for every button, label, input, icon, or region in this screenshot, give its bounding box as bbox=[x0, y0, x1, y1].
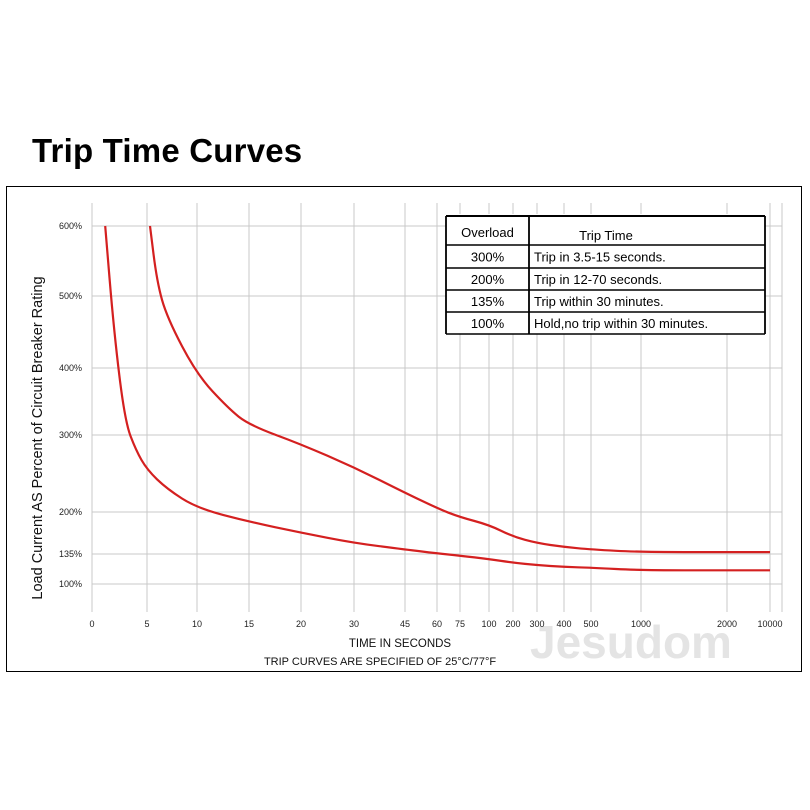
y-tick-labels: 600% 500% 400% 300% 200% 135% 100% bbox=[59, 221, 82, 589]
legend-cell-overload: 135% bbox=[471, 294, 505, 309]
x-tick-label: 60 bbox=[432, 619, 442, 629]
legend-cell-trip-time: Trip within 30 minutes. bbox=[534, 294, 664, 309]
x-tick-label: 1000 bbox=[631, 619, 651, 629]
legend-cell-overload: 100% bbox=[471, 316, 505, 331]
x-tick-label: 45 bbox=[400, 619, 410, 629]
watermark-text: Jesudom bbox=[530, 616, 732, 668]
x-tick-label: 10000 bbox=[757, 619, 782, 629]
x-tick-label: 2000 bbox=[717, 619, 737, 629]
legend-cell-overload: 200% bbox=[471, 272, 505, 287]
legend-cell-trip-time: Hold,no trip within 30 minutes. bbox=[534, 316, 708, 331]
x-tick-label: 0 bbox=[89, 619, 94, 629]
x-tick-label: 75 bbox=[455, 619, 465, 629]
x-tick-label: 100 bbox=[481, 619, 496, 629]
page-title: Trip Time Curves bbox=[32, 132, 303, 169]
x-tick-label: 15 bbox=[244, 619, 254, 629]
x-tick-label: 10 bbox=[192, 619, 202, 629]
x-tick-label: 200 bbox=[505, 619, 520, 629]
x-tick-labels: 0 5 10 15 20 30 45 60 75 100 200 300 400 500 1000 2000 1… bbox=[89, 619, 782, 629]
y-tick-label: 135% bbox=[59, 549, 82, 559]
chart-frame bbox=[6, 186, 802, 672]
legend-cell-trip-time: Trip in 3.5-15 seconds. bbox=[534, 250, 666, 265]
legend-cell-overload: 300% bbox=[471, 250, 505, 265]
legend-table-background bbox=[446, 214, 765, 334]
legend-cell-trip-time: Trip in 12-70 seconds. bbox=[534, 272, 662, 287]
trip-curve-line-1 bbox=[104, 225, 770, 572]
trip-curves bbox=[104, 225, 770, 572]
x-tick-label: 20 bbox=[296, 619, 306, 629]
x-tick-label: 500 bbox=[583, 619, 598, 629]
x-tick-label: 400 bbox=[556, 619, 571, 629]
trip-curve-line-2 bbox=[148, 225, 770, 554]
y-tick-label: 100% bbox=[59, 579, 82, 589]
y-tick-label: 200% bbox=[59, 507, 82, 517]
y-tick-label: 600% bbox=[59, 221, 82, 231]
y-tick-label: 300% bbox=[59, 430, 82, 440]
legend-header-trip-time: Trip Time bbox=[579, 228, 633, 243]
y-tick-label: 400% bbox=[59, 363, 82, 373]
x-axis-label: TIME IN SECONDS bbox=[349, 638, 452, 650]
x-tick-label: 300 bbox=[529, 619, 544, 629]
x-tick-label: 5 bbox=[144, 619, 149, 629]
overload-legend-table: Overload Trip Time 300% Trip in 3.5-15 seco… bbox=[445, 214, 766, 335]
legend-header-overload: Overload bbox=[461, 225, 514, 240]
y-axis-label: Load Current AS Percent of Circuit Break… bbox=[30, 276, 46, 599]
chart-note: TRIP CURVES ARE SPECIFIED OF 25°C/77°F bbox=[264, 656, 496, 668]
y-tick-label: 500% bbox=[59, 291, 82, 301]
x-tick-label: 30 bbox=[349, 619, 359, 629]
